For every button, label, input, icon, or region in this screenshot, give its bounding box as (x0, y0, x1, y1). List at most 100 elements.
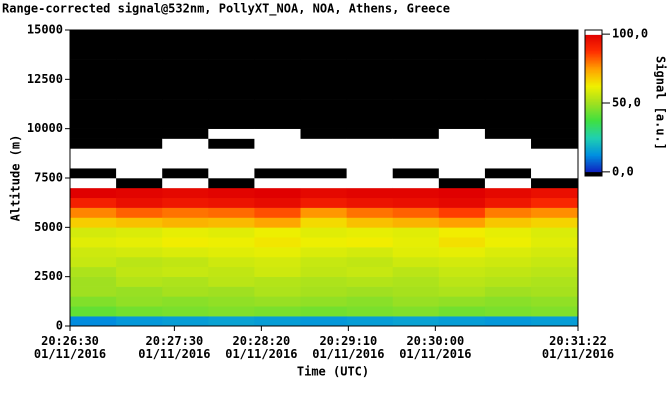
colorbar-segment (585, 100, 602, 103)
heatmap-cell (346, 286, 394, 297)
heatmap-cell (116, 247, 163, 258)
colorbar-segment (585, 72, 602, 75)
heatmap-cell (254, 316, 302, 327)
heatmap-cell (116, 296, 163, 307)
heatmap-cell (531, 316, 579, 327)
heatmap-cell (208, 187, 255, 199)
heatmap-cell (208, 118, 255, 129)
heatmap-cell (392, 79, 440, 90)
heatmap-cell (70, 59, 117, 70)
colorbar-segment (585, 76, 602, 79)
heatmap-cell (162, 99, 209, 110)
heatmap-cell (392, 197, 440, 208)
colorbar-segment (585, 167, 602, 170)
heatmap-cell (254, 237, 302, 248)
heatmap-cell (116, 266, 163, 277)
colorbar-segment (585, 117, 602, 120)
heatmap-cell (70, 79, 117, 90)
heatmap-cell (300, 148, 348, 159)
heatmap-cell (116, 316, 163, 327)
heatmap-cell (162, 138, 209, 149)
heatmap-cell (392, 187, 440, 199)
heatmap-cell (531, 39, 579, 51)
heatmap-cell (116, 30, 163, 41)
heatmap-cell (484, 266, 532, 277)
colorbar-segment (585, 65, 602, 67)
heatmap-cell (162, 108, 209, 120)
heatmap-cell (392, 69, 440, 80)
heatmap-cell (438, 256, 486, 268)
heatmap-cell (254, 69, 302, 80)
x-tick-label: 20:29:10 01/11/2016 (312, 334, 384, 361)
heatmap-cell (70, 69, 117, 80)
heatmap-cell (208, 178, 255, 189)
heatmap-cell (162, 187, 209, 199)
heatmap-cell (116, 108, 163, 120)
y-axis-label: Altitude (m) (9, 135, 23, 222)
colorbar-segment (585, 43, 602, 46)
colorbar-segment (585, 47, 602, 50)
heatmap-cell (392, 256, 440, 268)
colorbar-segment (585, 78, 602, 81)
heatmap-cell (392, 306, 440, 317)
heatmap-cell (484, 286, 532, 297)
heatmap-cell (300, 30, 348, 41)
heatmap-cell (346, 148, 394, 159)
colorbar-segment (585, 51, 602, 54)
heatmap-cell (392, 128, 440, 139)
heatmap-cell (346, 316, 394, 327)
heatmap-cell (208, 306, 255, 317)
heatmap-cell (116, 286, 163, 297)
colorbar-segment (585, 103, 602, 105)
colorbar-segment (585, 173, 602, 176)
colorbar-segment (585, 62, 602, 65)
heatmap-cell (392, 59, 440, 70)
heatmap-cell (392, 276, 440, 287)
heatmap-cell (208, 39, 255, 51)
heatmap-cell (346, 276, 394, 287)
heatmap-cell (70, 217, 117, 228)
colorbar-segment (585, 79, 602, 82)
heatmap-cell (484, 89, 532, 100)
heatmap-cell (438, 128, 486, 139)
colorbar-segment (585, 162, 602, 165)
colorbar-segment (585, 148, 602, 151)
colorbar-segment (585, 73, 602, 76)
heatmap-cell (438, 237, 486, 248)
heatmap-cell (208, 266, 255, 277)
heatmap-cell (438, 296, 486, 307)
heatmap-cell (531, 99, 579, 110)
heatmap-cell (162, 316, 209, 327)
heatmap-cell (162, 178, 209, 189)
colorbar-segment (585, 108, 602, 111)
heatmap-cell (531, 286, 579, 297)
heatmap-cell (162, 128, 209, 139)
heatmap-cell (531, 158, 579, 169)
colorbar-segment (585, 157, 602, 159)
heatmap-cell (300, 237, 348, 248)
colorbar-segment (585, 75, 602, 78)
heatmap-cell (254, 59, 302, 70)
heatmap-cell (116, 276, 163, 287)
colorbar-segment (585, 110, 602, 113)
heatmap-cell (70, 227, 117, 238)
heatmap-cell (300, 59, 348, 70)
colorbar-segment (585, 145, 602, 148)
heatmap-cell (392, 247, 440, 258)
colorbar-segment (585, 140, 602, 143)
heatmap-cell (208, 158, 255, 169)
heatmap-cell (438, 276, 486, 287)
heatmap-cell (208, 49, 255, 60)
heatmap-cell (438, 30, 486, 41)
heatmap-cell (116, 197, 163, 208)
heatmap-cell (208, 79, 255, 90)
heatmap-cell (116, 89, 163, 100)
colorbar-segment (585, 57, 602, 60)
heatmap-cell (438, 217, 486, 228)
heatmap-cell (484, 108, 532, 120)
x-tick-label: 20:28:20 01/11/2016 (225, 334, 297, 361)
heatmap-cell (484, 30, 532, 41)
y-tick-label: 10000 (27, 121, 63, 135)
heatmap-cell (254, 108, 302, 120)
heatmap-cell (70, 306, 117, 317)
